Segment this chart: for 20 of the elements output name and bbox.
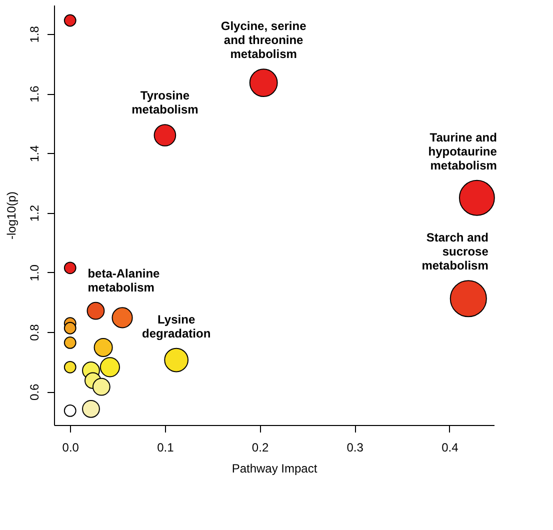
x-tick-label: 0.4 — [442, 440, 459, 454]
x-tick-label: 0.1 — [157, 440, 174, 454]
y-tick-label: 0.8 — [28, 324, 42, 341]
y-tick-label: 1.0 — [28, 264, 42, 282]
x-tick-label: 0.0 — [62, 440, 80, 454]
annotation: beta-Alanine metabolism — [88, 266, 160, 294]
y-tick-label: 1.4 — [28, 144, 42, 162]
y-axis-title: -log10(p) — [4, 191, 18, 240]
annotation: Starch and sucrose metabolism — [422, 230, 489, 273]
y-tick-label: 1.8 — [28, 26, 42, 43]
x-tick-label: 0.2 — [252, 440, 269, 454]
annotation: Taurine and hypotaurine metabolism — [428, 130, 498, 172]
y-tick-label: 1.6 — [28, 85, 42, 102]
annotation: Glycine, serine and threonine metabolism — [220, 19, 307, 62]
y-tick-label: 1.2 — [28, 204, 42, 222]
x-tick-label: 0.3 — [346, 440, 364, 454]
annotation: Tyrosine metabolism — [132, 88, 198, 117]
y-tick-label: 0.6 — [28, 383, 42, 400]
annotation: Lysine degradation — [142, 312, 211, 340]
x-axis-title: Pathway Impact — [232, 462, 318, 476]
